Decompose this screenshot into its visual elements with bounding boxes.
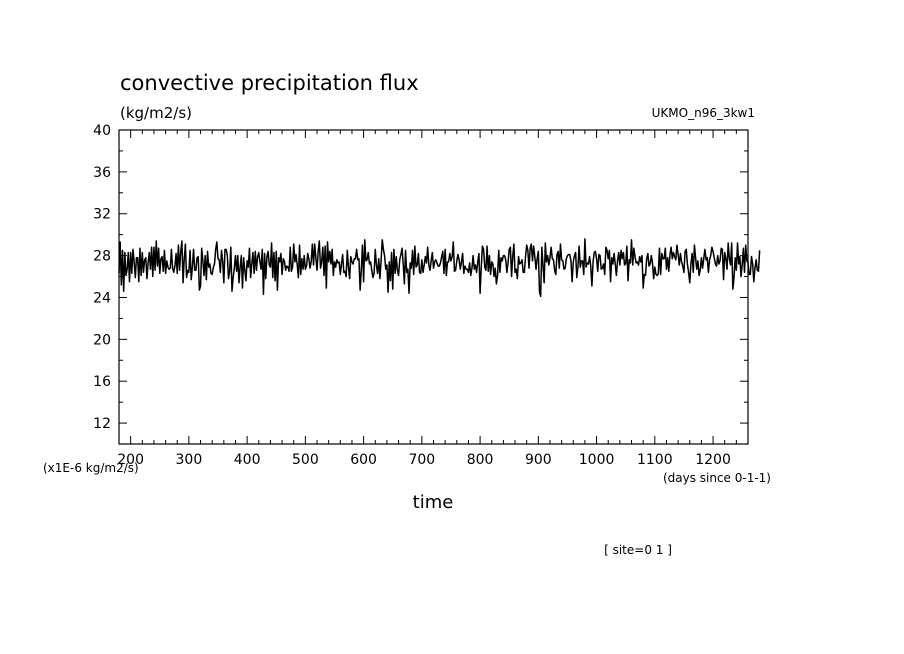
y-tick-label: 24: [93, 290, 111, 306]
x-tick-label: 1000: [579, 452, 615, 468]
x-axis-label: time: [413, 492, 454, 513]
plot-frame: [118, 129, 749, 445]
x-tick-label: 200: [117, 452, 144, 468]
x-tick-label: 300: [176, 452, 203, 468]
plot-area: 12 16 20 24 28 32 36 40 200 300 400 500 600 700 800 900…: [93, 123, 761, 468]
series-line: [118, 238, 761, 298]
x-tick-label: 400: [234, 452, 261, 468]
x-tick-label: 700: [408, 452, 435, 468]
series-group: [118, 238, 761, 298]
axis-ticks: 12 16 20 24 28 32 36 40 200 300 400 500 600 700 800 900…: [93, 123, 748, 468]
x-tick-label: 1100: [637, 452, 673, 468]
y-tick-label: 16: [93, 374, 111, 390]
y-tick-label: 40: [93, 123, 111, 139]
x-tick-label: 800: [467, 452, 494, 468]
chart-units: (kg/m2/s): [120, 104, 192, 122]
y-scale-note: (x1E-6 kg/m2/s): [43, 461, 139, 475]
y-tick-label: 36: [93, 165, 111, 181]
x-tick-label: 1200: [695, 452, 731, 468]
chart-title: convective precipitation flux: [120, 71, 419, 95]
y-tick-label: 20: [93, 332, 111, 348]
x-tick-label: 900: [525, 452, 552, 468]
dataset-label: UKMO_n96_3kw1: [652, 106, 755, 120]
x-units: (days since 0-1-1): [663, 471, 771, 485]
y-tick-label: 12: [93, 416, 111, 432]
y-tick-label: 32: [93, 207, 111, 223]
x-tick-label: 500: [292, 452, 319, 468]
x-tick-label: 600: [350, 452, 377, 468]
site-label: [ site=0 1 ]: [604, 543, 672, 557]
y-tick-label: 28: [93, 249, 111, 265]
